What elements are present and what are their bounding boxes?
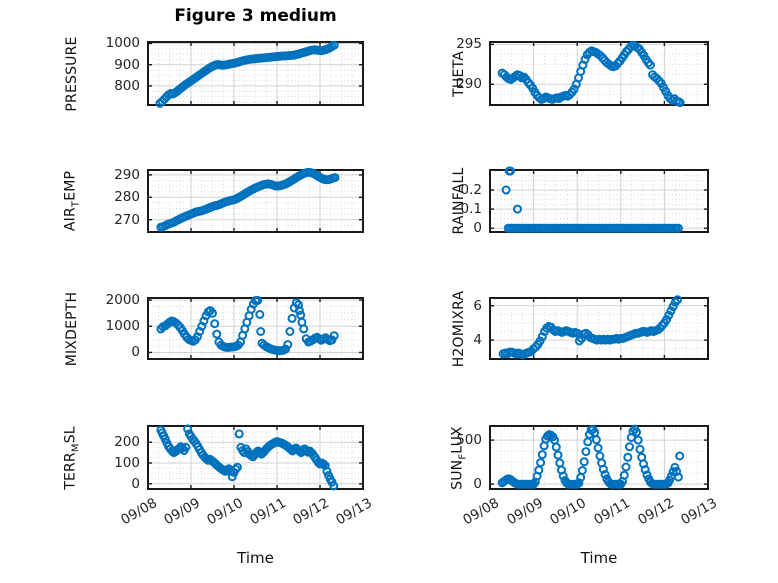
theta-plot-area (489, 40, 709, 108)
air_temp-data-points (156, 167, 340, 232)
axes-frame (489, 41, 709, 106)
xtick-label-09-11: 09/11 (591, 495, 633, 529)
air_temp-ytick-label: 290 (114, 166, 140, 183)
pressure-ytick-label: 900 (114, 56, 140, 73)
major-grid (490, 298, 708, 359)
terr_msl-plot-area (147, 424, 364, 491)
theta-ytick-label: 290 (456, 76, 482, 93)
theta-ytick-label: 295 (456, 36, 482, 53)
rainfall-data-points (501, 166, 683, 233)
xtick-label-09-11: 09/11 (247, 495, 289, 529)
sun_flux-data-points (497, 424, 685, 489)
x-axis-label-left: Time (237, 549, 274, 567)
axes-frame (147, 169, 364, 233)
axes-frame (147, 425, 364, 490)
mixdepth-ylabel: MIXDEPTH (64, 291, 80, 366)
pressure-data-points (155, 40, 339, 108)
air_temp-ytick-label: 280 (114, 189, 140, 206)
xtick-label-09-12: 09/12 (290, 495, 332, 529)
air_temp-plot-area (147, 167, 364, 233)
rainfall-ytick-label: 0.2 (460, 182, 482, 199)
axes-frame (489, 297, 709, 360)
xtick-label-09-13: 09/13 (678, 495, 720, 529)
air_temp-ylabel: AIRTEMP (62, 170, 82, 232)
theta-data-points (497, 40, 685, 108)
terr_msl-ytick-label: 200 (114, 434, 140, 451)
h2omixra-data-points (498, 295, 682, 360)
pressure-plot-area (147, 40, 364, 108)
figure-title: Figure 3 medium (174, 6, 337, 26)
xtick-label-09-09: 09/09 (161, 495, 203, 529)
pressure-ytick-label: 1000 (105, 35, 140, 52)
rainfall-plot-area (489, 166, 709, 233)
air_temp-ytick-label: 270 (114, 211, 140, 228)
tick-marks (489, 298, 709, 359)
mixdepth-ytick-label: 2000 (105, 292, 140, 309)
sun_flux-ytick-label: 500 (456, 432, 482, 449)
sun_flux-plot-area (489, 424, 709, 490)
pressure-ylabel: PRESSURE (64, 35, 80, 112)
minor-grid (490, 170, 708, 232)
sun_flux-ytick-label: 0 (473, 476, 482, 493)
mixdepth-plot-area (147, 295, 364, 360)
terr_msl-data-points (156, 424, 339, 491)
tick-marks (489, 42, 709, 105)
axes-frame (489, 425, 709, 490)
xtick-label-09-10: 09/10 (547, 495, 590, 529)
xtick-label-09-12: 09/12 (634, 495, 677, 529)
tick-marks (147, 42, 364, 105)
rainfall-ytick-label: 0.1 (460, 201, 482, 218)
mixdepth-ytick-label: 0 (131, 344, 140, 361)
rainfall-ytick-label: 0 (473, 220, 482, 237)
h2omixra-ytick-label: 4 (473, 332, 482, 349)
minor-grid (490, 298, 708, 359)
xtick-label-09-10: 09/10 (204, 495, 246, 529)
h2omixra-ytick-label: 6 (473, 297, 482, 314)
xtick-label-09-08: 09/08 (118, 495, 160, 529)
axes-frame (147, 41, 364, 106)
terr_msl-ylabel: TERRMSL (62, 425, 82, 490)
tick-marks (147, 170, 364, 232)
x-axis-label-right: Time (580, 549, 618, 567)
h2omixra-ylabel: H2OMIXRA (451, 290, 467, 367)
terr_msl-ytick-label: 0 (131, 475, 140, 492)
tick-marks (147, 298, 364, 359)
mixdepth-ytick-label: 1000 (105, 318, 140, 335)
xtick-label-09-08: 09/08 (460, 495, 502, 529)
h2omixra-plot-area (489, 295, 709, 360)
xtick-label-09-09: 09/09 (503, 495, 546, 529)
terr_msl-ytick-label: 100 (114, 455, 140, 471)
pressure-ytick-label: 800 (114, 77, 140, 94)
mixdepth-data-points (156, 295, 339, 356)
xtick-label-09-13: 09/13 (333, 495, 375, 529)
